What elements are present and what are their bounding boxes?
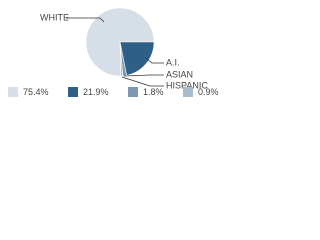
- slice-label: ASIAN: [166, 69, 193, 79]
- chart: WHITE A.I. ASIAN HISPANIC 75.4% 21.9% 1.8%…: [8, 7, 219, 97]
- legend-swatch: [68, 87, 78, 97]
- leader-line: [66, 17, 105, 23]
- legend-swatch: [183, 87, 193, 97]
- legend: 75.4% 21.9% 1.8% 0.9%: [8, 87, 219, 97]
- leader-line: [145, 57, 164, 64]
- pie-slice: [119, 41, 155, 76]
- pie: [85, 7, 155, 77]
- legend-swatch: [128, 87, 138, 97]
- page: WHITE A.I. ASIAN HISPANIC 75.4% 21.9% 1.8%…: [0, 0, 320, 100]
- legend-label: 21.9%: [83, 87, 109, 97]
- legend-label: 0.9%: [198, 87, 219, 97]
- legend-label: 75.4%: [23, 87, 49, 97]
- slice-label: A.I.: [166, 57, 180, 67]
- legend-label: 1.8%: [143, 87, 164, 97]
- leader-line: [123, 74, 164, 77]
- leader-line: [121, 76, 164, 87]
- legend-swatch: [8, 87, 18, 97]
- slice-label: HISPANIC: [166, 80, 208, 90]
- slice-label: WHITE: [40, 12, 69, 22]
- pie-slice: [119, 41, 124, 77]
